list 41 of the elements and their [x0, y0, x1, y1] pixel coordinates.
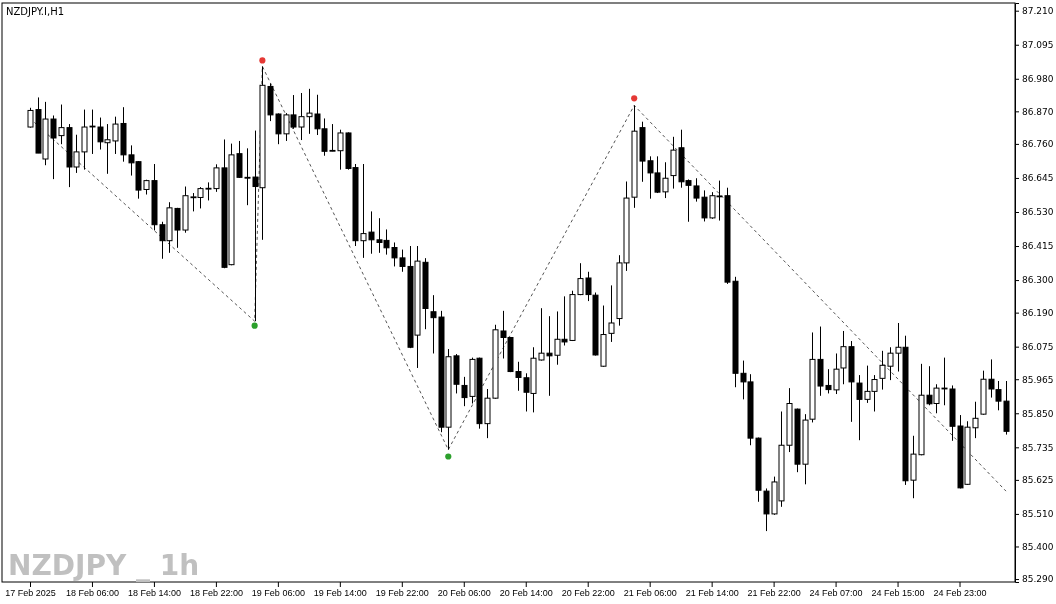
x-tick-label: 20 Feb 06:00	[437, 588, 491, 599]
y-tick-label: 86.415	[1022, 241, 1054, 252]
y-tick-label: 86.870	[1022, 106, 1054, 117]
x-tick-label: 18 Feb 14:00	[127, 588, 181, 599]
x-tick-label: 19 Feb 06:00	[251, 588, 305, 599]
y-tick-label: 86.190	[1022, 308, 1054, 319]
y-tick-label: 86.300	[1022, 275, 1054, 286]
x-tick-label: 19 Feb 22:00	[375, 588, 429, 599]
y-tick-label: 85.510	[1022, 509, 1054, 520]
y-tick-label: 87.095	[1022, 40, 1054, 51]
y-tick-label: 85.850	[1022, 408, 1054, 419]
annotation: NZDJPY _ 1h	[8, 549, 200, 582]
y-tick-label: 86.760	[1022, 139, 1054, 150]
y-tick-label: 86.075	[1022, 342, 1054, 353]
x-tick-label: 21 Feb 22:00	[747, 588, 801, 599]
candlestick	[608, 284, 615, 343]
x-tick-label: 21 Feb 06:00	[623, 588, 677, 599]
x-tick-label: 24 Feb 15:00	[871, 588, 925, 599]
y-tick-label: 85.400	[1022, 541, 1054, 552]
y-tick-label: 85.735	[1022, 442, 1054, 453]
chart-title: NZDJPY.I,H1	[6, 6, 65, 17]
x-tick-label: 24 Feb 23:00	[933, 588, 987, 599]
point	[631, 95, 638, 102]
x-tick-label: 17 Feb 2025	[5, 588, 56, 599]
y-tick-label: 86.980	[1022, 74, 1054, 85]
x-tick-label: 24 Feb 07:00	[809, 588, 863, 599]
x-tick-label: 20 Feb 22:00	[561, 588, 615, 599]
y-tick-label: 85.965	[1022, 374, 1054, 385]
x-tick-label: 20 Feb 14:00	[499, 588, 553, 599]
point	[259, 57, 266, 64]
y-tick-label: 85.290	[1022, 574, 1054, 585]
x-tick-label: 21 Feb 14:00	[685, 588, 739, 599]
point	[445, 453, 452, 460]
y-tick-label: 86.645	[1022, 173, 1054, 184]
x-tick-label: 18 Feb 22:00	[189, 588, 243, 599]
x-tick-label: 18 Feb 06:00	[65, 588, 119, 599]
x-tick-label: 19 Feb 14:00	[313, 588, 367, 599]
y-tick-label: 86.530	[1022, 207, 1054, 218]
point	[251, 322, 258, 329]
y-tick-label: 85.625	[1022, 475, 1054, 486]
y-tick-label: 87.210	[1022, 6, 1054, 17]
